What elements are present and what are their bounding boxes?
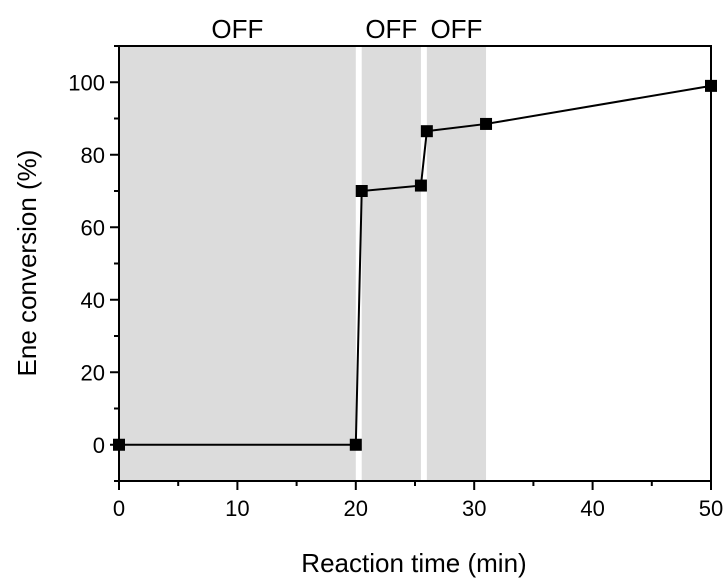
off-labels: OFF OFF OFF: [211, 14, 482, 44]
y-tick-label: 40: [81, 288, 105, 313]
data-point: [420, 125, 433, 138]
y-tick-label: 80: [81, 143, 105, 168]
y-tick-label: 20: [81, 360, 105, 385]
x-tick-label: 0: [113, 496, 125, 521]
x-tick-label: 20: [344, 496, 368, 521]
data-point: [480, 117, 493, 130]
x-tick-label: 10: [225, 496, 249, 521]
y-axis-ticks: 0 20 40 60 80 100: [68, 45, 119, 482]
data-point: [349, 438, 362, 451]
data-point: [414, 179, 427, 192]
off-label-0: OFF: [211, 14, 263, 44]
off-label-2: OFF: [430, 14, 482, 44]
off-region-2: [426, 46, 487, 481]
x-tick-label: 30: [462, 496, 486, 521]
x-axis-ticks: 0 10 20 30 40 50: [113, 481, 723, 521]
off-region-0: [119, 46, 356, 481]
off-label-1: OFF: [365, 14, 417, 44]
y-axis-title: Ene conversion (%): [12, 150, 42, 377]
y-tick-label: 60: [81, 215, 105, 240]
y-tick-label: 100: [68, 70, 105, 95]
y-tick-label: 0: [93, 433, 105, 458]
x-tick-label: 50: [699, 496, 723, 521]
x-tick-label: 40: [580, 496, 604, 521]
x-axis-title: Reaction time (min): [301, 548, 526, 578]
off-region-1: [361, 46, 421, 481]
off-regions: [119, 46, 487, 481]
data-point: [355, 185, 368, 197]
